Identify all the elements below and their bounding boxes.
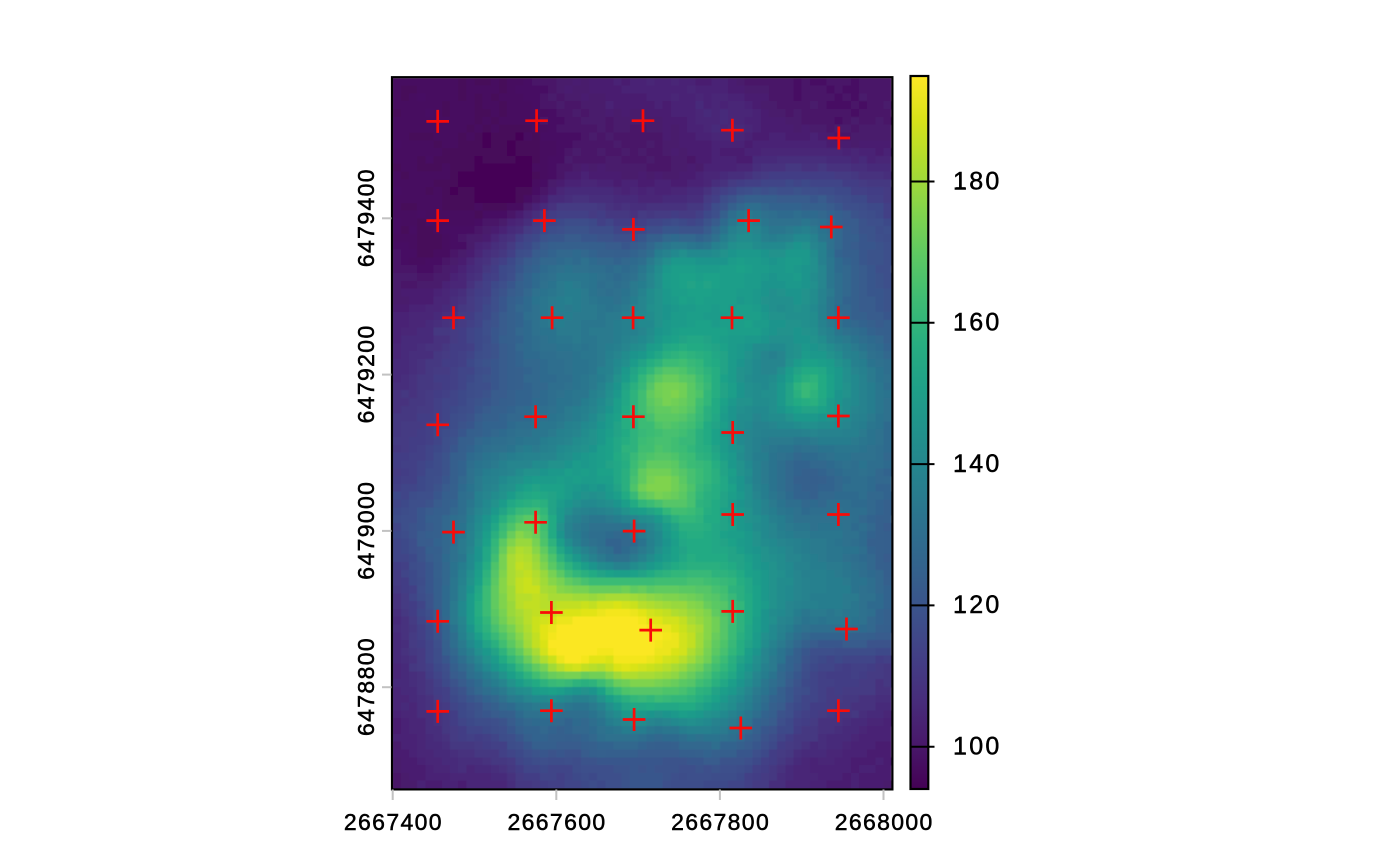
svg-text:6478800: 6478800: [353, 637, 379, 736]
svg-text:2668000: 2668000: [835, 809, 934, 835]
svg-text:2667800: 2667800: [671, 809, 770, 835]
svg-text:180: 180: [953, 167, 1002, 195]
svg-text:6479400: 6479400: [353, 168, 379, 267]
svg-text:160: 160: [953, 309, 1002, 337]
svg-text:140: 140: [953, 450, 1002, 478]
svg-text:6479200: 6479200: [353, 324, 379, 423]
svg-text:120: 120: [953, 591, 1002, 619]
svg-text:100: 100: [953, 733, 1002, 761]
svg-text:2667400: 2667400: [344, 809, 443, 835]
svg-text:2667600: 2667600: [508, 809, 607, 835]
svg-text:6479000: 6479000: [353, 481, 379, 580]
